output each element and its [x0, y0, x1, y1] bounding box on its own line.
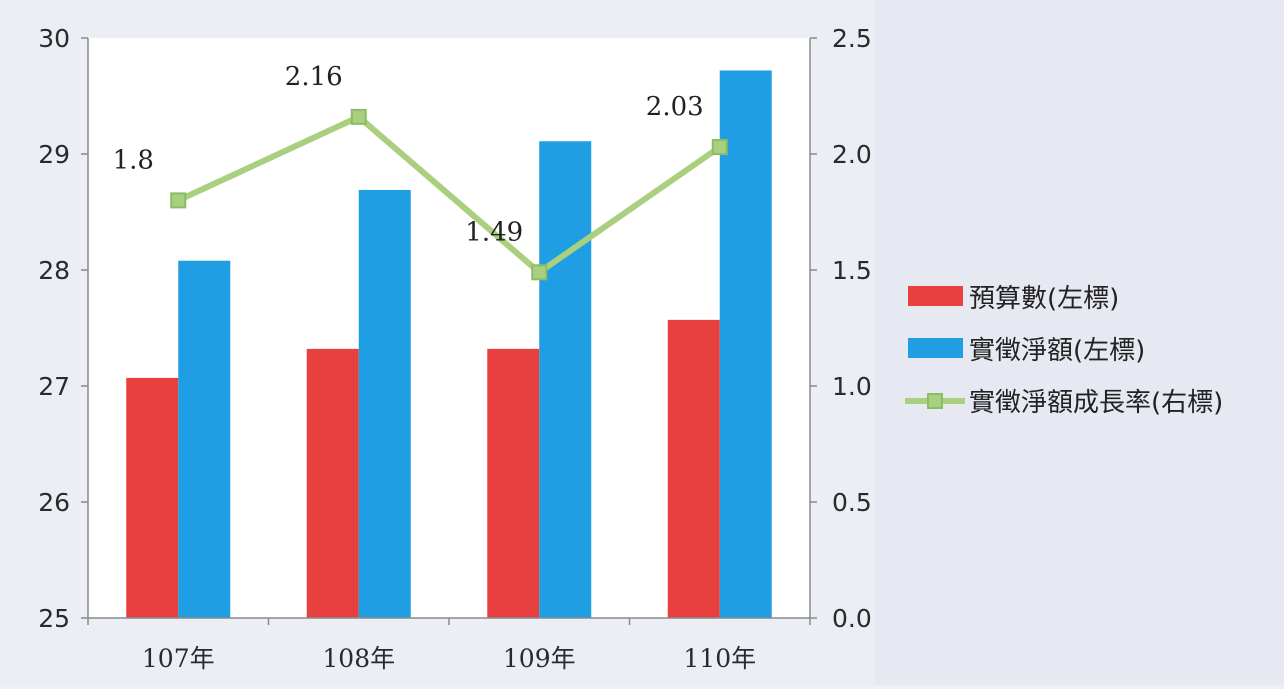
- left-tick-label-3: 28: [38, 256, 70, 285]
- legend-marker-swatch-2: [927, 393, 943, 409]
- growth-rate-marker-2: [531, 264, 548, 281]
- growth-rate-label-0: 1.8: [113, 145, 154, 175]
- bar-actual-0: [178, 260, 231, 618]
- x-tick-label-3: 110年: [683, 644, 756, 673]
- left-tick-label-4: 29: [38, 140, 70, 169]
- bar-budget-2: [487, 348, 540, 618]
- right-tick-label-5: 2.5: [832, 24, 872, 53]
- right-tick-label-2: 1.0: [832, 372, 872, 401]
- x-tick-label-1: 108年: [322, 644, 395, 673]
- bar-budget-0: [126, 377, 179, 618]
- legend-label-1: 實徵淨額(左標): [969, 336, 1145, 366]
- legend-label-2: 實徵淨額成長率(右標): [969, 388, 1223, 418]
- growth-rate-label-1: 2.16: [285, 62, 343, 92]
- line-layer: 1.8 2.16 1.49 2.03: [113, 62, 728, 281]
- left-tick-label-2: 27: [38, 372, 70, 401]
- x-tick-label-2: 109年: [503, 644, 576, 673]
- x-tick-label-0: 107年: [142, 644, 215, 673]
- bar-budget-3: [667, 319, 720, 618]
- legend-swatch-0: [908, 286, 963, 306]
- growth-rate-label-3: 2.03: [646, 92, 704, 122]
- growth-rate-label-2: 1.49: [465, 217, 523, 247]
- bar-budget-1: [306, 348, 359, 618]
- right-tick-label-4: 2.0: [832, 140, 872, 169]
- legend-swatch-1: [908, 338, 963, 358]
- bars-layer: [126, 70, 772, 619]
- left-tick-label-0: 25: [38, 604, 70, 633]
- left-tick-label-1: 26: [38, 488, 70, 517]
- growth-rate-marker-3: [711, 139, 728, 156]
- bar-actual-3: [719, 70, 772, 619]
- legend-label-0: 預算數(左標): [969, 284, 1119, 314]
- right-tick-label-1: 0.5: [832, 488, 872, 517]
- legend: 預算數(左標) 實徵淨額(左標) 實徵淨額成長率(右標): [905, 284, 1223, 418]
- growth-rate-marker-1: [350, 108, 367, 125]
- left-tick-label-5: 30: [38, 24, 70, 53]
- axes-layer: 25 26 27 28 29 30 0.0 0.5 1.0 1.5 2.0 2.5 107年 108年 10…: [38, 24, 872, 673]
- growth-rate-marker-0: [170, 192, 187, 209]
- bar-actual-2: [539, 141, 592, 619]
- right-tick-label-0: 0.0: [832, 604, 872, 633]
- bar-actual-1: [358, 189, 411, 618]
- right-tick-label-3: 1.5: [832, 256, 872, 285]
- growth-rate-line: [176, 113, 722, 276]
